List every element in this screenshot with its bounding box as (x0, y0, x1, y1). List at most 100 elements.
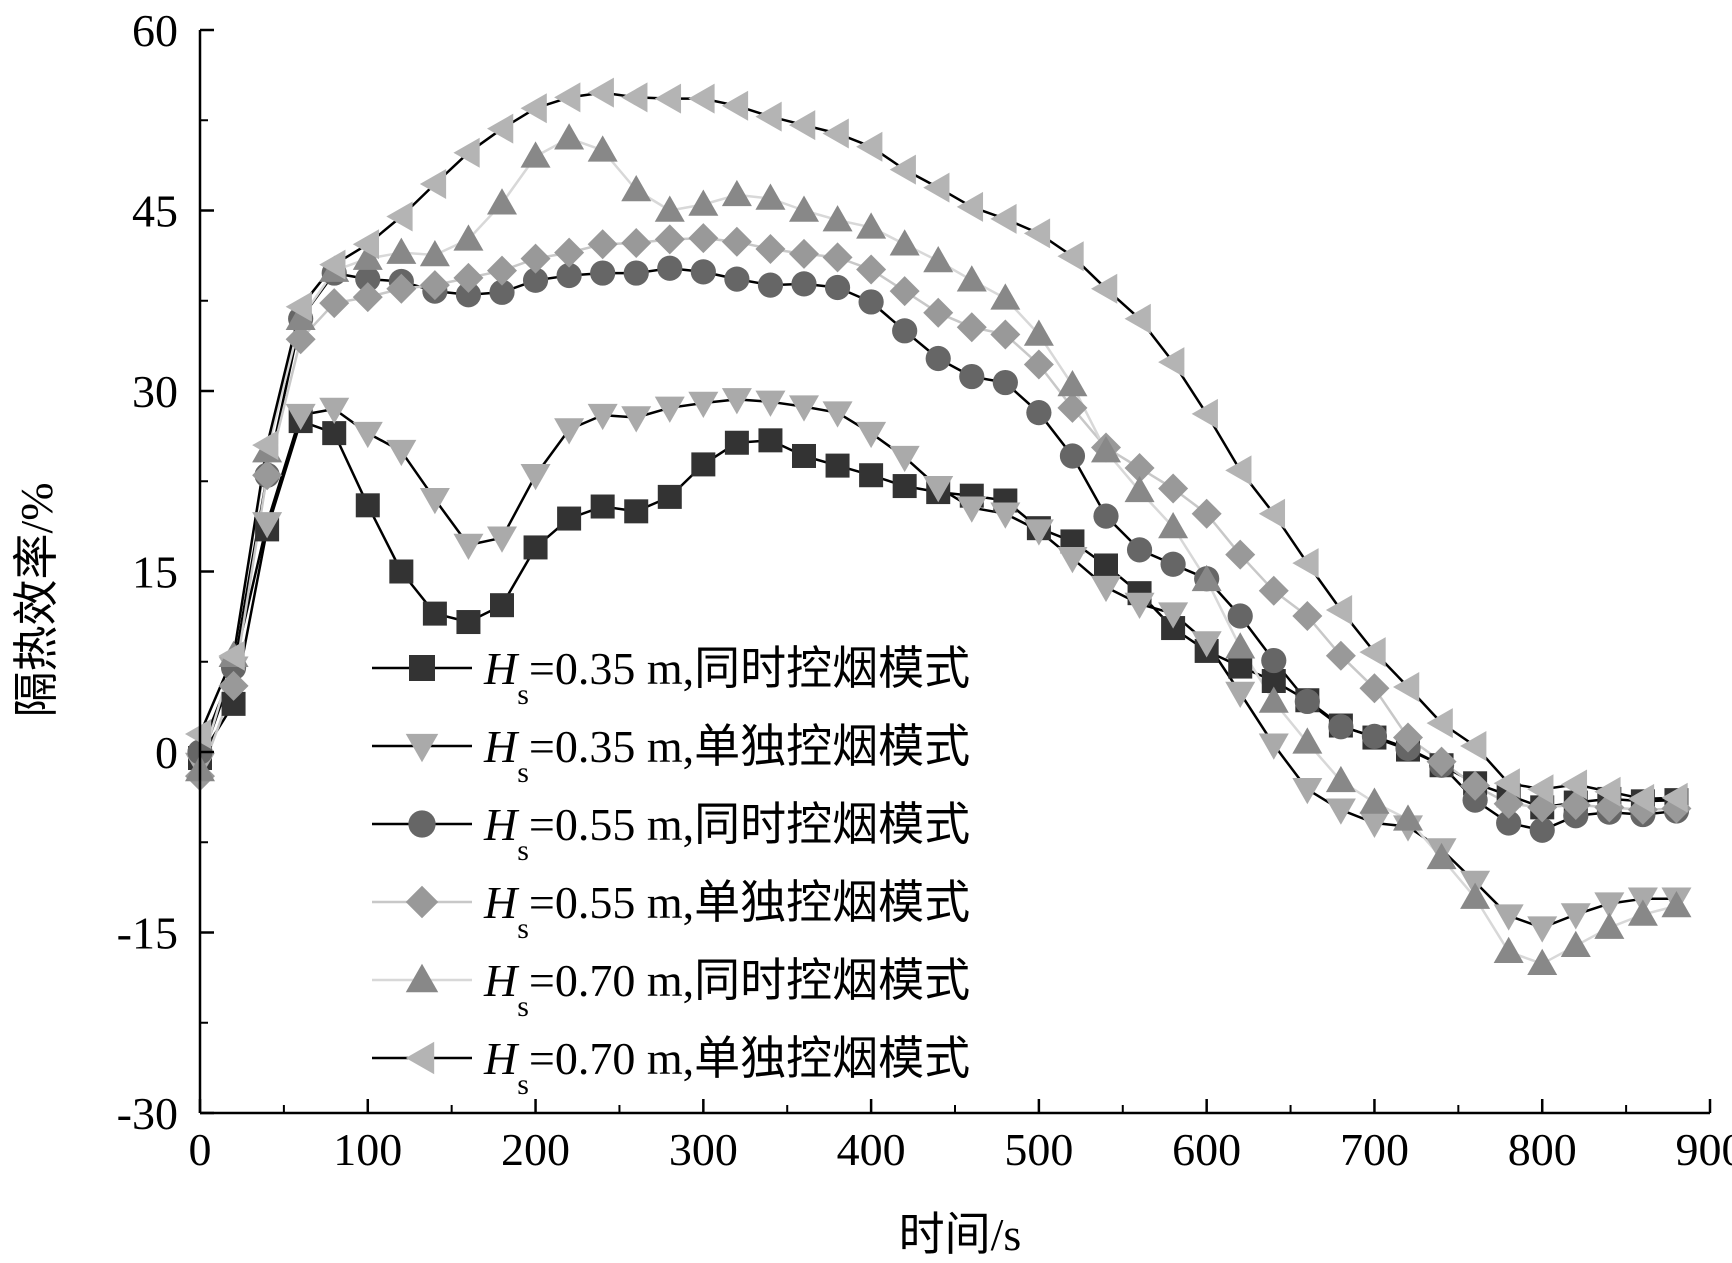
series-markers-layer (185, 77, 1692, 976)
series-1-point (792, 443, 816, 468)
series-5-point (1292, 727, 1323, 754)
series-4-point (554, 237, 585, 268)
series-4-point (856, 254, 887, 285)
series-2-point (688, 391, 719, 419)
y-tick-label: 60 (132, 5, 178, 56)
series-5-point (386, 237, 417, 264)
series-3-point (892, 318, 918, 344)
series-4-point (822, 242, 853, 273)
series-5-point (419, 240, 450, 267)
series-4-point (789, 238, 819, 269)
series-6-point (654, 83, 682, 114)
series-5-point (956, 265, 987, 292)
x-tick-label: 200 (501, 1124, 570, 1175)
series-4-point (1493, 788, 1524, 819)
series-3-point (355, 266, 381, 292)
series-6-point (956, 191, 984, 222)
series-6-point (1057, 241, 1084, 272)
legend-marker (408, 810, 436, 838)
legend: Hs=0.35 m,同时控烟模式 Hs=0.35 m,单独控烟模式 Hs=0.55 … (372, 643, 970, 1101)
series-3-point (992, 369, 1018, 396)
series-4-point (319, 288, 350, 319)
series-3-point (690, 259, 716, 285)
series-5-point (1594, 912, 1625, 939)
series-2-point (1091, 575, 1121, 603)
series-4-point (1023, 349, 1054, 380)
series-6-point (218, 640, 245, 671)
legend-label: Hs=0.55 m,单独控烟模式 (483, 877, 970, 945)
series-5-point (889, 229, 920, 256)
series-2-point (1325, 798, 1356, 825)
series-3-point (489, 279, 515, 305)
series-2-point (956, 496, 987, 523)
y-axis-title: 隔热效率/% (11, 482, 62, 717)
series-1-point (456, 610, 481, 635)
series-5-point (520, 141, 551, 168)
series-2-point (889, 445, 920, 473)
series-5-point (1258, 686, 1289, 713)
series-2-point (554, 418, 585, 445)
series-6-point (453, 137, 480, 168)
series-5-point (856, 212, 887, 239)
series-2-point (1594, 892, 1625, 919)
series-2-point (1258, 733, 1289, 760)
series-5-point (1225, 632, 1256, 659)
series-3-point (1294, 688, 1320, 715)
series-3-point (1126, 537, 1153, 563)
series-6-point (520, 93, 547, 124)
series-5-point (1627, 899, 1658, 926)
series-4-point (1393, 722, 1423, 753)
legend-marker (405, 733, 439, 763)
series-2-point (1527, 916, 1558, 943)
x-tick-label: 800 (1508, 1124, 1577, 1175)
series-4-point (1325, 640, 1356, 671)
series-2-point (1292, 778, 1323, 805)
x-tick-label: 900 (1676, 1124, 1732, 1175)
y-tick-label: 45 (132, 186, 178, 237)
series-3-point (1093, 503, 1119, 529)
series-4-point (1460, 770, 1491, 801)
series-4-point (520, 243, 551, 274)
series-1-point (825, 453, 850, 478)
series-3-point (657, 255, 683, 281)
series-2-point (1158, 602, 1189, 629)
series-4-point (621, 227, 652, 258)
series-5-point (1057, 369, 1088, 397)
y-tick-label: -30 (117, 1088, 178, 1139)
series-1-point (657, 484, 682, 509)
series-6-point (1091, 273, 1118, 304)
series-3-point (1496, 810, 1522, 836)
series-2-point (453, 533, 484, 561)
legend-label: Hs=0.70 m,同时控烟模式 (483, 955, 970, 1023)
series-2-point (587, 403, 618, 431)
series-5-point (688, 189, 719, 216)
legend-marker (405, 1041, 435, 1075)
series-5-point (621, 175, 652, 202)
series-6-point (1292, 548, 1319, 579)
series-5-point (721, 179, 752, 207)
series-1-point (691, 452, 716, 477)
series-6-point (822, 118, 849, 149)
series-4-point (587, 229, 618, 260)
series-1-point (590, 494, 615, 519)
series-4-point (453, 262, 484, 293)
series-5-point (1393, 804, 1423, 831)
series-4-point (1258, 575, 1289, 606)
series-1-point (490, 593, 514, 618)
series-5-point (654, 195, 685, 222)
series-2-point (1225, 681, 1256, 709)
series-2-point (1560, 903, 1591, 930)
series-6-point (1124, 303, 1151, 334)
series-3-point (1026, 400, 1052, 426)
legend-marker (405, 963, 439, 993)
x-tick-label: 0 (189, 1124, 212, 1175)
series-6-point (721, 90, 749, 121)
series-5-point (1527, 948, 1558, 976)
series-6-point (1594, 776, 1621, 807)
series-4-point (1191, 498, 1222, 529)
series-6-point (1627, 783, 1655, 814)
series-3-point (724, 266, 750, 292)
series-6-point (1661, 782, 1688, 813)
series-2-point (1493, 904, 1524, 931)
series-4-point (654, 224, 685, 255)
